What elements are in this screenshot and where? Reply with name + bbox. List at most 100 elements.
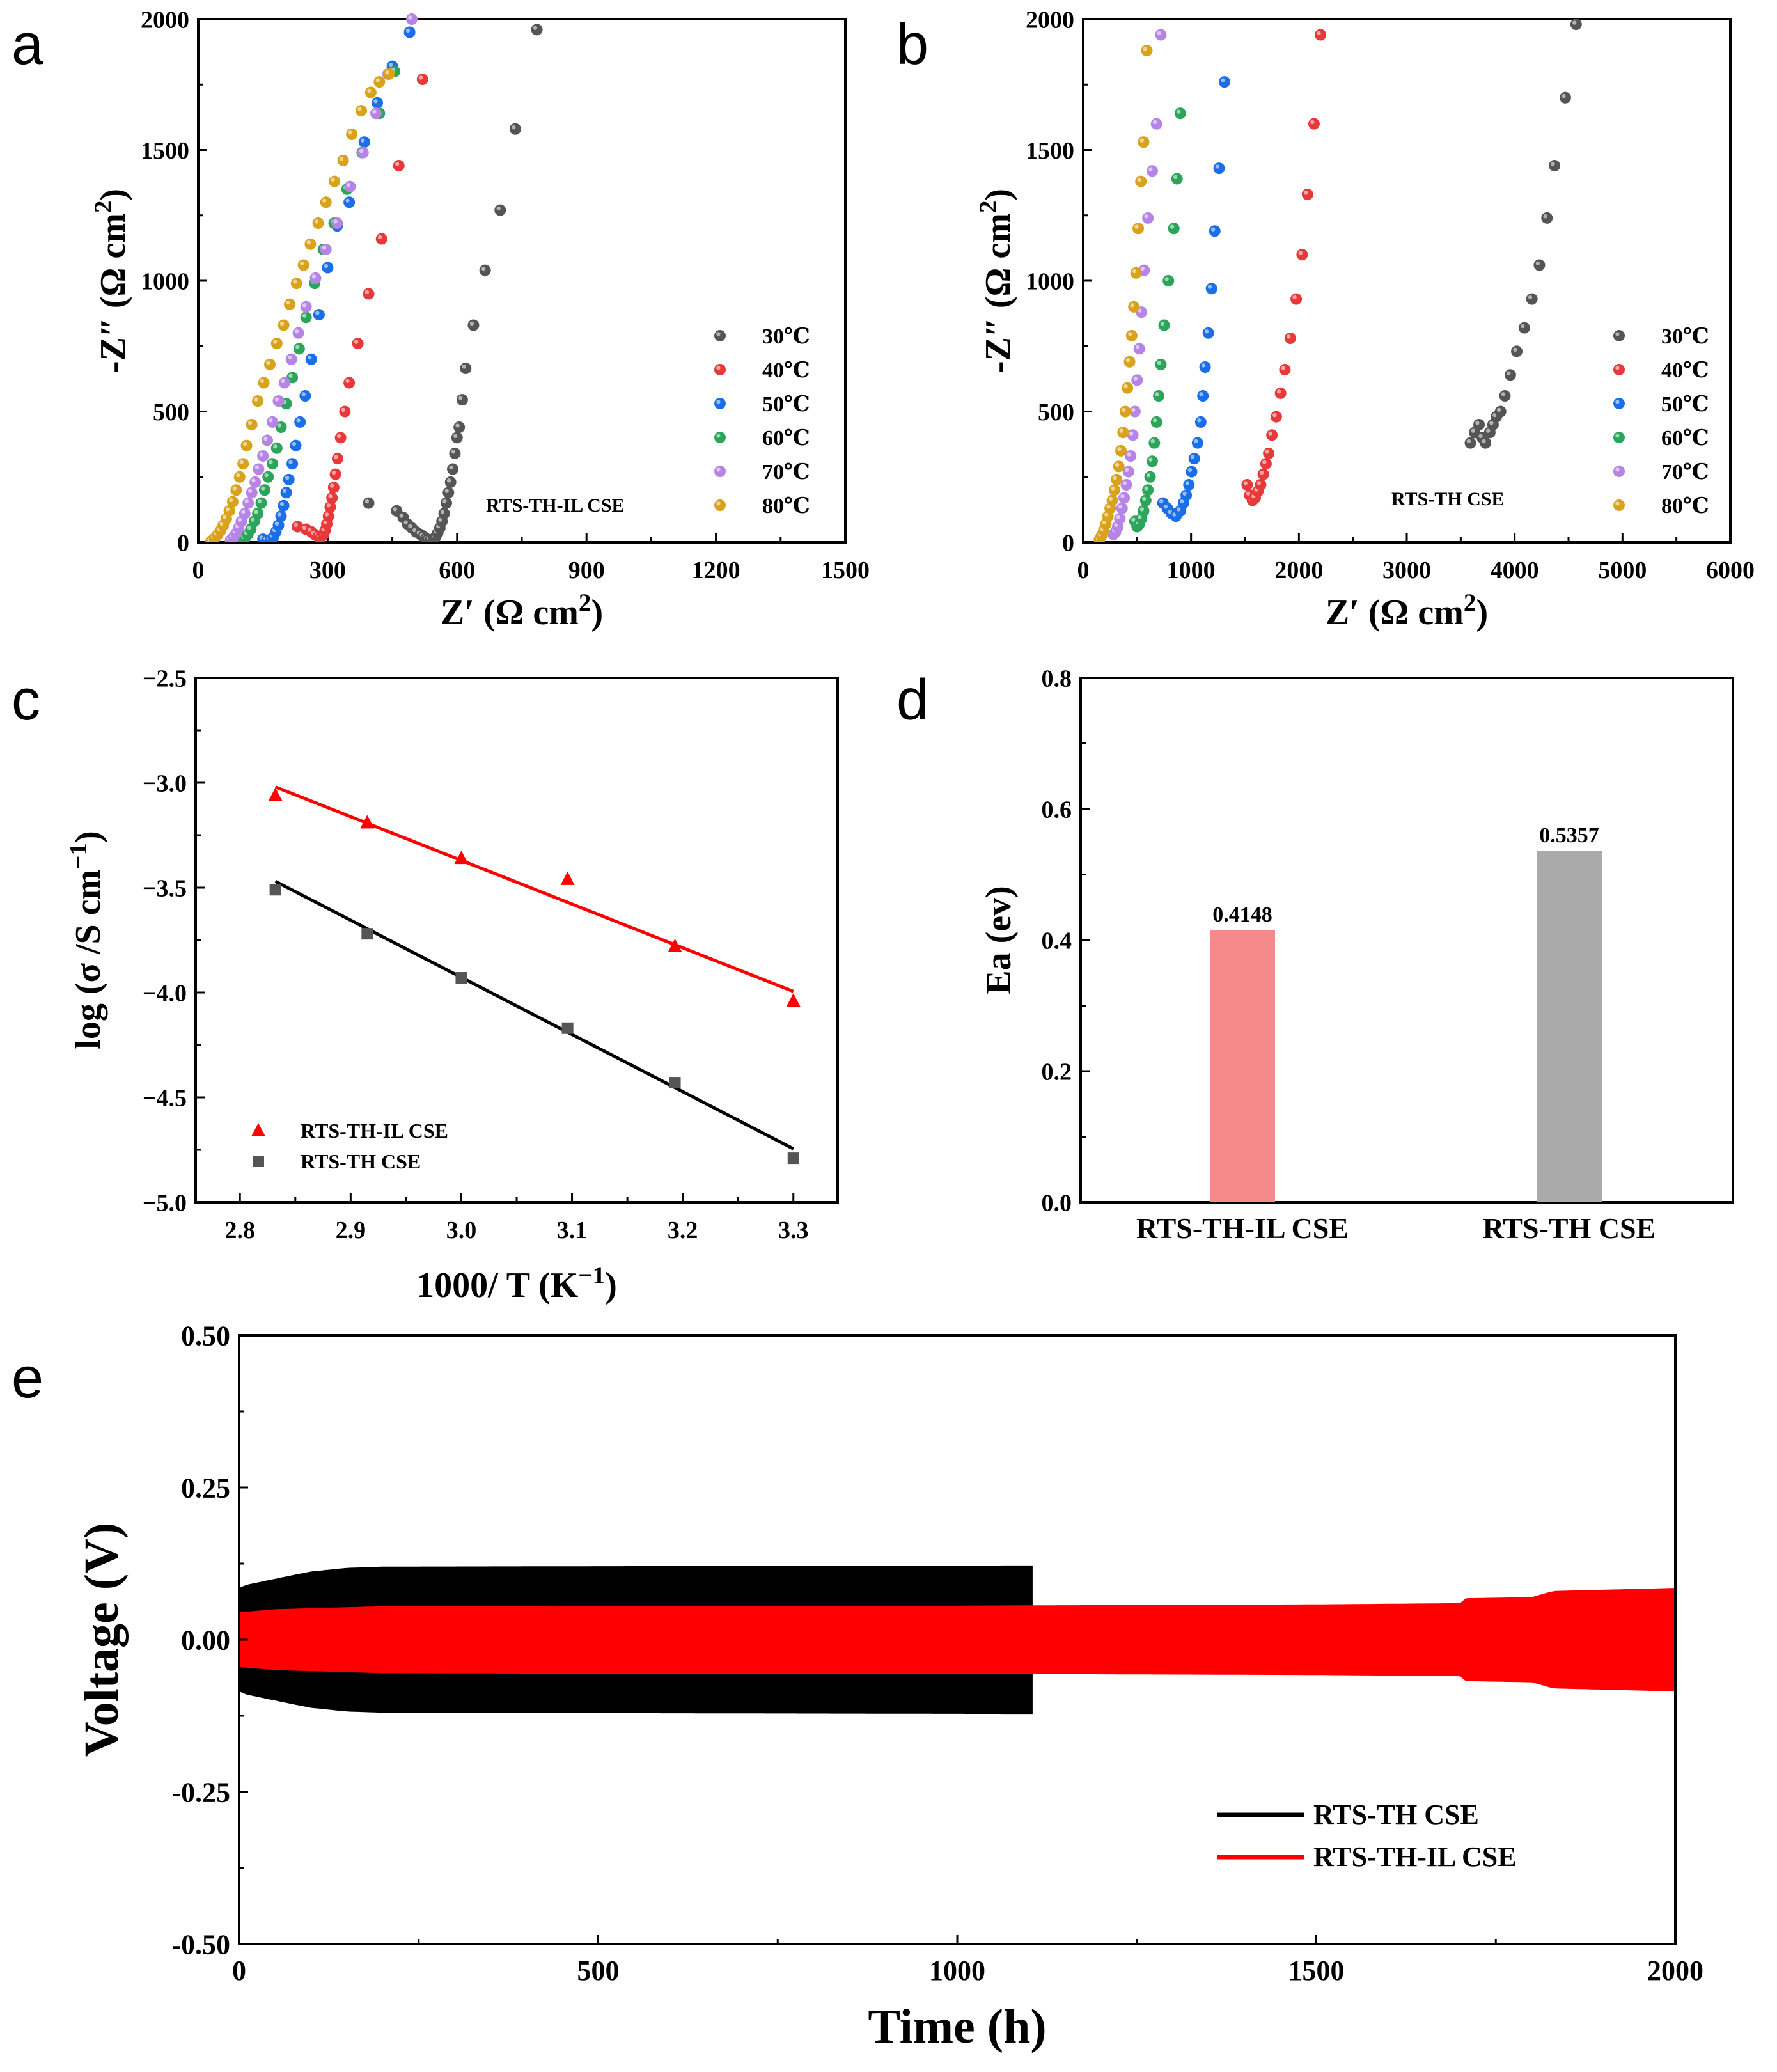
panel-a-point-70℃ xyxy=(331,217,343,230)
panel-b-point-50℃ xyxy=(1199,361,1211,373)
panel-a-x-axis-title: Z′ (Ω cm2) xyxy=(441,589,603,633)
panel-b-point-40℃ xyxy=(1266,429,1278,441)
panel-a-point-30℃ xyxy=(531,24,543,36)
panel-b-point-30℃-highlight xyxy=(1535,261,1540,266)
panel-d-y-axis-title: Ea (ev) xyxy=(979,886,1019,994)
panel-b-point-50℃-highlight xyxy=(1187,467,1193,473)
panel-a-point-40℃ xyxy=(334,432,347,444)
panel-a-point-30℃-highlight xyxy=(481,266,486,271)
panel-a-point-50℃-highlight xyxy=(345,198,350,203)
panel-a-point-70℃-highlight xyxy=(302,303,307,308)
panel-a-point-70℃-highlight xyxy=(251,478,256,483)
panel-b-point-30℃ xyxy=(1570,19,1582,31)
panel-b-point-30℃-highlight xyxy=(1486,428,1491,433)
panel-a-point-50℃-highlight xyxy=(274,521,279,526)
panel-a-point-30℃ xyxy=(444,476,457,488)
panel-b-point-70℃ xyxy=(1120,479,1132,491)
panel-c-legend-label-th: RTS-TH CSE xyxy=(301,1150,421,1173)
panel-c-ytick-label: −3.0 xyxy=(143,770,187,797)
panel-a-point-80℃ xyxy=(346,128,358,140)
panel-a-point-30℃ xyxy=(494,204,506,216)
panel-a-point-70℃ xyxy=(278,377,290,389)
panel-a-point-70℃ xyxy=(285,353,297,365)
panel-a-point-80℃-highlight xyxy=(266,361,270,365)
panel-a-point-70℃ xyxy=(257,450,269,462)
panel-b-point-40℃-highlight xyxy=(1310,120,1315,125)
panel-b-point-30℃ xyxy=(1526,293,1538,305)
panel-b-point-80℃-highlight xyxy=(1123,384,1128,389)
panel-a-point-50℃-highlight xyxy=(285,476,290,480)
panel-b-point-80℃-highlight xyxy=(1115,462,1120,467)
panel-b-point-30℃ xyxy=(1499,389,1511,402)
panel-a-point-50℃-highlight xyxy=(373,99,378,104)
panel-a-point-30℃-highlight xyxy=(512,125,516,130)
panel-b-point-40℃ xyxy=(1290,293,1303,305)
panel-b-point-70℃ xyxy=(1122,466,1134,478)
panel-a-point-70℃-highlight xyxy=(241,510,246,514)
panel-a-point-80℃ xyxy=(373,76,386,88)
panel-a-legend-marker xyxy=(714,330,726,341)
panel-b-point-50℃-highlight xyxy=(1221,78,1225,82)
panel-b-point-30℃ xyxy=(1504,369,1516,381)
panel-b-point-60℃-highlight xyxy=(1157,361,1162,365)
panel-d-letter: d xyxy=(896,668,928,732)
panel-a-point-80℃ xyxy=(337,154,349,166)
panel-a-point-30℃-highlight xyxy=(449,465,453,470)
panel-b-point-80℃ xyxy=(1135,175,1147,187)
panel-b-legend-marker-highlight xyxy=(1615,366,1620,370)
panel-a-xtick-label: 1200 xyxy=(692,557,740,584)
panel-b-point-80℃ xyxy=(1108,484,1120,496)
panel-c-marker-il xyxy=(786,993,801,1007)
panel-b-point-70℃ xyxy=(1131,374,1143,386)
panel-b-point-50℃ xyxy=(1197,389,1209,402)
panel-a-point-40℃ xyxy=(343,377,356,389)
panel-c-marker-th xyxy=(269,884,281,896)
panel-e-ytick-label: 0.00 xyxy=(181,1624,230,1656)
panel-c-fit-line-th xyxy=(274,879,794,1150)
panel-b-legend-marker-highlight xyxy=(1615,400,1620,404)
panel-e-y-axis-title: Voltage (V) xyxy=(75,1523,129,1757)
panel-b-legend-label: 70℃ xyxy=(1661,460,1709,484)
panel-b-point-30℃-highlight xyxy=(1466,439,1471,444)
panel-a-point-60℃-highlight xyxy=(254,510,258,514)
panel-e-legend-label: RTS-TH CSE xyxy=(1313,1799,1479,1830)
panel-a-legend-marker-highlight xyxy=(716,366,721,370)
panel-c-xtick-label: 3.1 xyxy=(557,1217,588,1244)
panel-a-point-70℃ xyxy=(249,476,262,488)
panel-a-point-50℃-highlight xyxy=(277,512,282,517)
panel-a-point-60℃-highlight xyxy=(272,444,278,449)
panel-a-point-30℃ xyxy=(453,421,466,434)
panel-b-point-80℃-highlight xyxy=(1130,303,1134,308)
panel-c-marker-il xyxy=(668,938,682,952)
panel-d-value-label: 0.4148 xyxy=(1212,903,1272,927)
panel-b-point-50℃ xyxy=(1202,327,1214,339)
panel-a-point-80℃-highlight xyxy=(357,107,362,111)
panel-a-point-60℃-highlight xyxy=(269,460,273,464)
panel-b-point-70℃-highlight xyxy=(1140,266,1145,271)
panel-b-ytick-label: 500 xyxy=(1038,399,1074,426)
panel-b-point-50℃-highlight xyxy=(1190,455,1195,459)
panel-e-xtick-label: 500 xyxy=(577,1955,620,1986)
panel-c-y-axis-title: log (σ /S cm−1) xyxy=(65,831,109,1049)
panel-b-point-60℃-highlight xyxy=(1144,486,1148,491)
panel-b-point-80℃ xyxy=(1123,356,1136,368)
panel-b-point-80℃-highlight xyxy=(1102,520,1107,524)
panel-b-point-60℃ xyxy=(1138,505,1150,517)
panel-b-point-30℃-highlight xyxy=(1562,93,1566,98)
panel-b-point-40℃-highlight xyxy=(1246,491,1251,496)
panel-a-legend-label: 30℃ xyxy=(762,325,810,349)
panel-c-x-axis-title: 1000/ T (K−1) xyxy=(416,1262,617,1306)
panel-a-point-30℃-highlight xyxy=(469,321,474,326)
panel-b-nyquist-th: 0 1000 2000 3000 4000 5000 6000 0 500 1000 1500 200… xyxy=(896,6,1755,632)
panel-b-point-40℃ xyxy=(1279,364,1291,376)
panel-b-point-60℃ xyxy=(1150,416,1162,428)
panel-b-x-axis-title-part-1: 2 xyxy=(1464,589,1476,616)
panel-b-point-50℃-highlight xyxy=(1159,499,1164,504)
panel-b-ytick-label: 0 xyxy=(1062,530,1074,556)
panel-b-point-30℃-highlight xyxy=(1478,434,1483,438)
panel-a-point-40℃ xyxy=(393,160,405,172)
panel-b-point-70℃ xyxy=(1127,429,1139,441)
panel-b-point-40℃ xyxy=(1284,332,1296,344)
panel-a-x-axis-title-part-2: ) xyxy=(591,593,604,632)
panel-b-point-70℃-highlight xyxy=(1148,167,1153,171)
